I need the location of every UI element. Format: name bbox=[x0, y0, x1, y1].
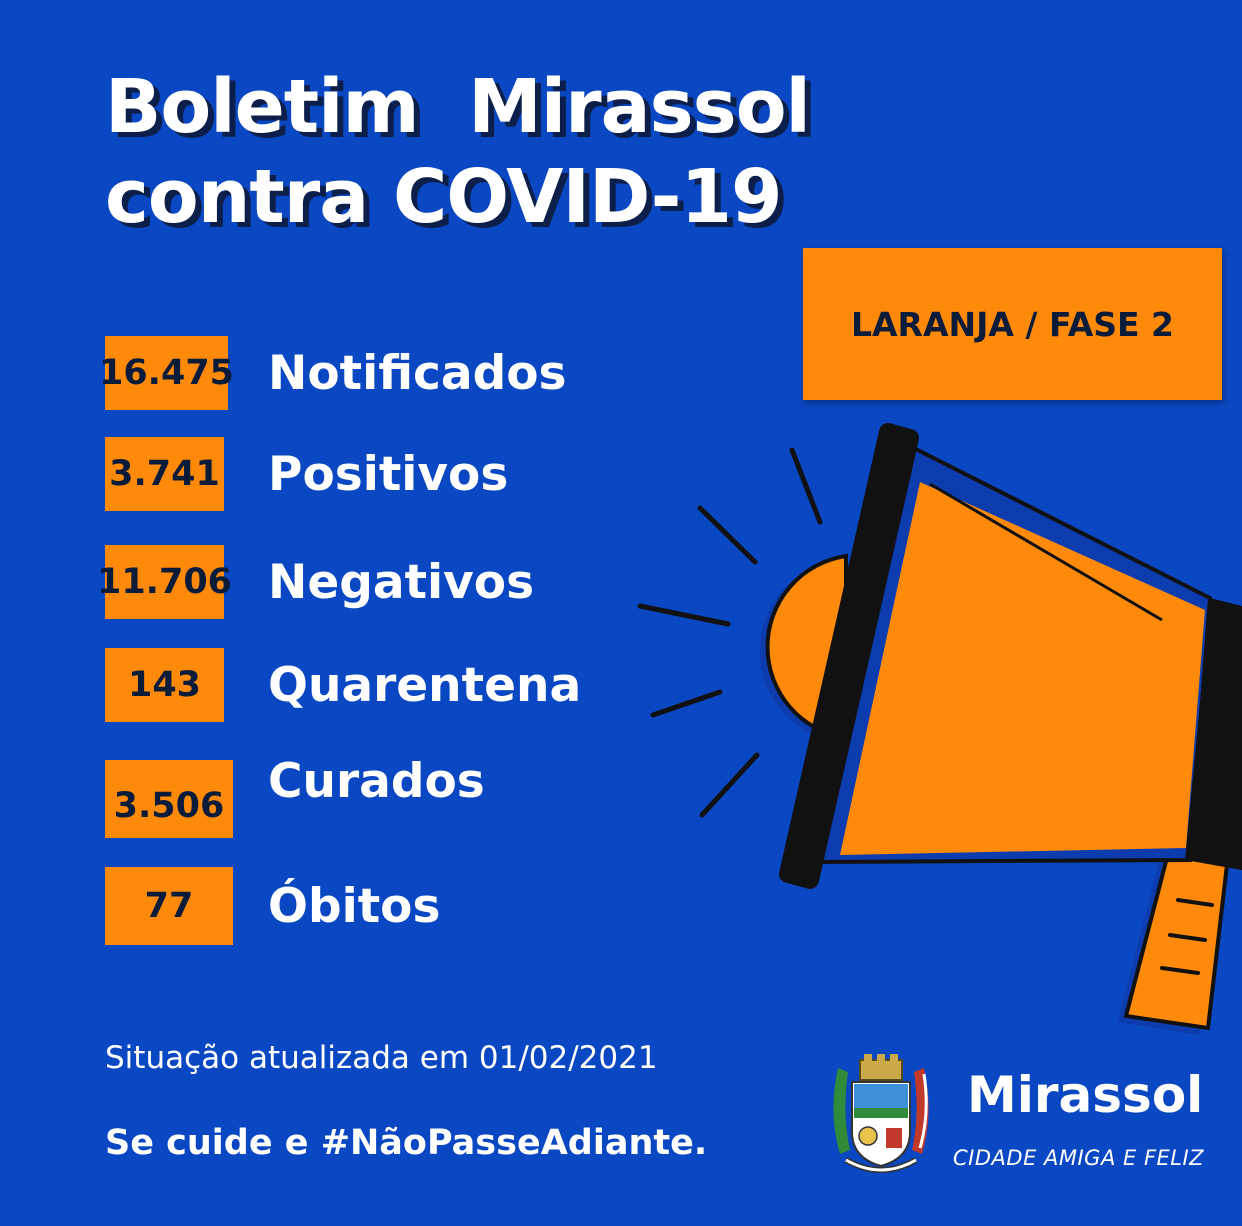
stat-label: Quarentena bbox=[268, 657, 582, 713]
brand-name: Mirassol bbox=[967, 1066, 1204, 1124]
stat-label: Negativos bbox=[268, 554, 535, 610]
stat-value: 16.475 bbox=[99, 336, 234, 410]
stat-obitos: 77 Óbitos bbox=[105, 867, 440, 945]
stat-value: 143 bbox=[105, 648, 224, 722]
brand-tagline: CIDADE AMIGA E FELIZ bbox=[953, 1146, 1205, 1170]
phase-badge: LARANJA / FASE 2 bbox=[803, 248, 1222, 400]
stat-notificados: 16.475 Notificados bbox=[99, 336, 567, 410]
megaphone-icon bbox=[637, 423, 1242, 1035]
stat-value: 77 bbox=[105, 867, 233, 945]
city-crest-icon bbox=[833, 1054, 929, 1173]
stat-negativos: 11.706 Negativos bbox=[97, 545, 534, 619]
slogan-text: Se cuide e #NãoPasseAdiante. bbox=[105, 1123, 708, 1163]
stat-quarentena: 143 Quarentena bbox=[105, 648, 581, 722]
title-line-2: contra COVID-19 bbox=[105, 154, 782, 240]
stat-label: Notificados bbox=[268, 345, 567, 401]
stat-value: 3.741 bbox=[105, 437, 224, 511]
stat-label: Curados bbox=[268, 754, 485, 809]
stat-value: 11.706 bbox=[97, 545, 232, 619]
stat-curados: 3.506 Curados bbox=[105, 754, 485, 838]
bulletin-title: Boletim Mirassol contra COVID-19 bbox=[105, 62, 811, 242]
stat-label: Positivos bbox=[268, 446, 509, 502]
stat-value: 3.506 bbox=[105, 760, 233, 838]
title-line-1: Boletim Mirassol bbox=[105, 64, 811, 150]
update-date-text: Situação atualizada em 01/02/2021 bbox=[105, 1040, 658, 1076]
stat-positivos: 3.741 Positivos bbox=[105, 437, 508, 511]
stat-label: Óbitos bbox=[268, 878, 441, 934]
